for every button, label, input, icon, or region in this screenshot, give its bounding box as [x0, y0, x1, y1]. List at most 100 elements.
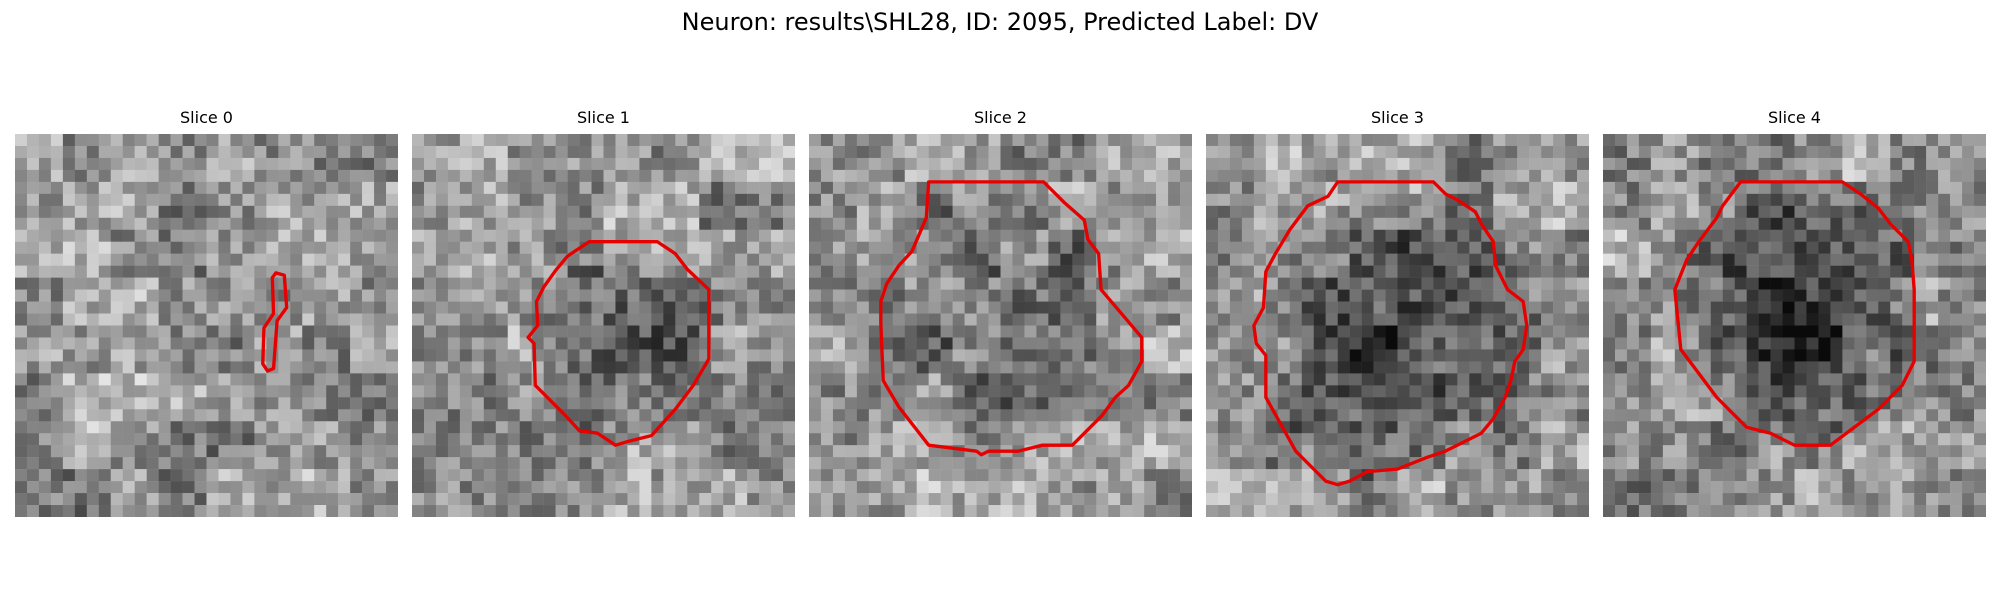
pixel: [338, 445, 351, 458]
pixel: [1253, 409, 1267, 422]
pixel: [1974, 301, 1986, 314]
slice-panel-4: Slice 4: [1603, 108, 1986, 517]
pixel: [158, 337, 171, 350]
pixel: [1734, 457, 1747, 470]
pixel: [206, 229, 219, 242]
pixel: [531, 445, 544, 458]
pixel: [1890, 277, 1903, 290]
pixel: [146, 193, 159, 207]
pixel: [386, 349, 398, 362]
pixel: [1553, 277, 1566, 290]
pixel: [1710, 193, 1723, 207]
pixel: [711, 217, 724, 230]
pixel: [579, 193, 592, 207]
pixel: [1313, 277, 1326, 290]
pixel: [1409, 361, 1422, 374]
pixel: [555, 241, 568, 254]
pixel: [639, 445, 652, 458]
pixel: [1529, 421, 1542, 434]
pixel: [350, 277, 363, 290]
pixel: [988, 469, 1001, 482]
pixel: [1048, 373, 1061, 386]
pixel: [699, 421, 712, 434]
pixel: [699, 373, 712, 386]
pixel: [519, 361, 532, 374]
pixel: [555, 181, 568, 195]
pixel: [507, 397, 520, 410]
pixel: [1024, 349, 1037, 362]
pixel: [98, 505, 111, 517]
pixel: [1517, 493, 1530, 506]
pixel: [1517, 169, 1530, 183]
pixel: [423, 265, 437, 278]
pixel: [1084, 169, 1097, 183]
pixel: [266, 193, 279, 207]
pixel: [1686, 157, 1699, 171]
pixel: [98, 134, 111, 147]
pixel: [266, 217, 279, 230]
pixel: [15, 481, 28, 494]
pixel: [567, 157, 580, 171]
pixel: [543, 145, 556, 159]
pixel: [663, 397, 676, 410]
pixel: [302, 241, 315, 254]
pixel: [362, 433, 375, 446]
pixel: [940, 493, 953, 506]
pixel: [483, 409, 497, 422]
pixel: [1603, 337, 1616, 350]
pixel: [615, 265, 628, 278]
pixel: [1926, 134, 1939, 147]
pixel: [892, 301, 905, 314]
pixel: [809, 397, 822, 410]
pixel: [832, 385, 846, 398]
pixel: [1241, 421, 1255, 434]
pixel: [639, 253, 652, 266]
pixel: [952, 181, 965, 195]
pixel: [1469, 169, 1482, 183]
pixel: [1854, 313, 1867, 326]
pixel: [483, 325, 497, 338]
pixel: [567, 217, 580, 230]
pixel: [447, 469, 461, 482]
pixel: [1289, 373, 1302, 386]
pixel: [1349, 241, 1362, 254]
pixel: [1337, 193, 1350, 207]
pixel: [122, 349, 135, 362]
pixel: [1144, 397, 1157, 410]
pixel: [771, 409, 784, 422]
pixel: [615, 181, 628, 195]
pixel: [182, 301, 195, 314]
pixel: [98, 301, 111, 314]
pixel: [1206, 481, 1219, 494]
pixel: [122, 481, 135, 494]
pixel: [1565, 349, 1578, 362]
pixel: [1553, 349, 1566, 362]
pixel: [1433, 433, 1446, 446]
pixel: [1409, 301, 1422, 314]
pixel: [314, 277, 327, 290]
pixel: [627, 289, 640, 302]
pixel: [278, 421, 291, 434]
pixel: [1206, 157, 1219, 171]
pixel: [1818, 193, 1831, 207]
pixel: [1650, 397, 1664, 410]
pixel: [1433, 253, 1446, 266]
pixel: [723, 241, 736, 254]
pixel: [1012, 229, 1025, 242]
pixel: [1746, 134, 1759, 147]
pixel: [1818, 229, 1831, 242]
pixel: [809, 205, 822, 219]
pixel: [158, 361, 171, 374]
pixel: [783, 397, 795, 410]
pixel: [1950, 193, 1963, 207]
pixel: [471, 337, 485, 350]
pixel: [1698, 301, 1711, 314]
pixel: [1493, 337, 1506, 350]
pixel: [1878, 349, 1891, 362]
pixel: [194, 229, 207, 242]
pixel: [1072, 205, 1085, 219]
pixel: [206, 253, 219, 266]
pixel: [868, 277, 882, 290]
pixel: [1361, 265, 1374, 278]
pixel: [326, 265, 339, 278]
